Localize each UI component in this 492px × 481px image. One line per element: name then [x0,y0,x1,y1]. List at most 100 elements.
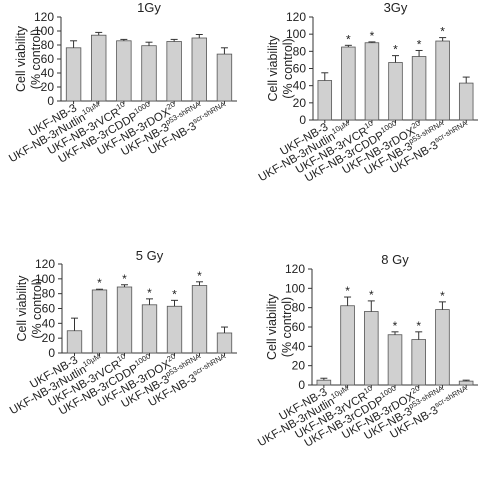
bar [388,62,403,121]
bar [166,305,183,354]
y-axis-label-line: (% control) [29,29,43,89]
y-tick-label: 20 [42,331,56,345]
x-tick-label-sup: 10 [362,384,374,396]
y-tick-label: 80 [292,301,306,315]
y-tick-label: 0 [299,113,306,127]
y-axis-label-line: Cell viability [265,293,279,360]
y-tick-label: 60 [293,62,307,76]
y-tick-label: 20 [293,96,307,110]
bar [91,289,108,354]
y-axis-label: Cell viability(% control) [265,293,294,360]
y-axis-label-line: (% control) [281,38,295,98]
significance-star: * [345,284,350,298]
chart-title: 1Gy [137,0,161,15]
bar [411,56,427,121]
significance-star: * [369,288,374,302]
bar [411,339,426,386]
bar [458,82,474,121]
y-tick-label: 60 [292,320,306,334]
y-tick-label: 40 [292,339,306,353]
significance-star: * [370,29,375,43]
bar [341,46,356,121]
bar [340,305,355,386]
x-tick-label-sup: 20 [165,352,177,364]
x-tick-label-sup: 10 [115,100,127,112]
x-tick-label-sup: 10µM [81,352,102,369]
y-tick-label: 80 [42,287,56,301]
y-tick-label: 40 [42,316,56,330]
x-tick-label-sup: 20 [165,100,177,112]
significance-star: * [122,272,127,286]
x-tick-label-sup: 10µM [80,100,101,117]
significance-star: * [440,25,445,39]
y-axis-label-line: Cell viability [15,275,29,342]
y-tick-label: 60 [41,52,55,66]
y-tick-label: 60 [42,302,56,316]
bar [216,53,233,102]
bar [317,80,333,121]
bar [364,42,380,121]
chart-title: 3Gy [384,0,408,15]
y-tick-label: 20 [41,80,55,94]
bar [65,47,82,102]
x-tick-label-sup: 10µM [329,384,350,401]
y-axis-label: Cell viability(% control) [14,25,43,92]
significance-star: * [416,319,421,333]
y-tick-label: 40 [293,79,307,93]
y-tick-label: 120 [286,10,306,24]
bar [435,40,450,121]
bar [116,286,133,354]
y-tick-label: 0 [47,94,54,108]
bar [191,285,208,354]
bar [166,41,182,102]
y-axis-label-line: (% control) [280,297,294,357]
significance-star: * [197,269,202,283]
bar [141,45,157,102]
y-tick-label: 100 [286,27,306,41]
significance-star: * [346,32,351,46]
chart-panel-2: 3Gy Cell viability(% control) 0 20 40 60 80 100… [257,0,478,185]
bar [316,379,332,386]
bar [216,332,233,354]
y-tick-label: 120 [34,10,54,24]
significance-star: * [97,276,102,290]
chart-panel-4: 8 Gy Cell viability(% control) 0 20 40 60 80 10… [256,252,478,450]
bar [191,37,207,102]
y-tick-label: 80 [293,44,307,58]
bar [435,309,450,386]
bar [364,311,379,386]
y-tick-label: 100 [34,24,54,38]
bar [116,40,132,102]
significance-star: * [172,287,177,301]
y-tick-label: 0 [48,346,55,360]
x-tick-label-sup: 20 [409,384,421,396]
bar [91,34,107,102]
y-axis-label: Cell viability(% control) [15,275,44,342]
bar [66,330,83,354]
y-axis-label: Cell viability(% control) [266,35,295,102]
y-tick-label: 0 [298,378,305,392]
y-tick-label: 80 [41,38,55,52]
y-tick-label: 120 [285,262,305,276]
chart-title: 8 Gy [381,252,409,267]
significance-star: * [147,286,152,300]
x-tick-label-sup: 10 [115,352,127,364]
y-tick-label: 40 [41,66,55,80]
bar [387,334,403,386]
bar [141,304,158,354]
significance-star: * [393,43,398,57]
y-axis-label-line: Cell viability [14,25,28,92]
chart-title: 5 Gy [136,248,164,263]
significance-star: * [417,37,422,51]
x-tick-label-sup: 10µM [330,119,351,136]
y-axis-label-line: (% control) [30,278,44,338]
significance-star: * [440,289,445,303]
y-tick-label: 20 [292,359,306,373]
y-tick-label: 100 [285,281,305,295]
x-tick-label-sup: 20 [410,119,422,131]
significance-star: * [393,319,398,333]
x-tick-label-sup: 10 [363,119,375,131]
